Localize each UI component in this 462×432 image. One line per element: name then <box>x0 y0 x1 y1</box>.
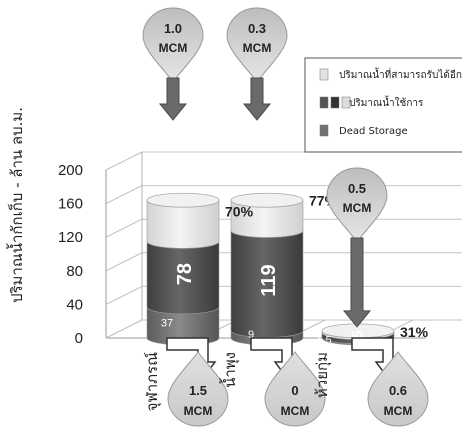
outflow-drop <box>367 351 429 427</box>
inflow-arrow <box>342 237 372 328</box>
y-tick-label: 120 <box>58 229 83 246</box>
x-axis: จุฬาภรณ์ น้ำพุง ห้วยกุ่ม <box>143 352 332 411</box>
legend: ปริมาณน้ำที่สามารถรับได้อีกปริมาณน้ำใช้ก… <box>304 57 462 153</box>
inflow-value: 0.5 <box>348 181 366 196</box>
bars <box>146 192 395 346</box>
depth-gridline <box>105 218 143 238</box>
usable-water-value: 5 <box>350 330 367 338</box>
inflow-arrow <box>242 77 272 121</box>
y-tick-label: 80 <box>66 263 83 280</box>
inflow-value: 1.0 <box>164 21 182 36</box>
bar-top-cap <box>230 192 304 208</box>
inflow-value: 0.3 <box>248 21 266 36</box>
y-tick-label: 160 <box>58 196 83 213</box>
legend-swatch <box>319 124 329 137</box>
depth-gridline <box>105 252 143 272</box>
outflow-unit: MCM <box>281 404 310 418</box>
inflow-unit: MCM <box>343 201 372 215</box>
outflow-value: 0.6 <box>389 383 407 398</box>
inflow-unit: MCM <box>243 41 272 55</box>
dead-storage-value: 37 <box>161 317 173 329</box>
legend-swatch <box>341 96 351 109</box>
inflow-unit: MCM <box>159 41 188 55</box>
depth-gridline <box>105 151 143 171</box>
inflow-drop <box>142 7 204 83</box>
inflow-drop <box>226 7 288 83</box>
floor-divider <box>105 319 143 339</box>
outflow-drop <box>167 351 229 427</box>
legend-swatch <box>330 96 340 109</box>
depth-gridline <box>105 285 143 305</box>
bar-top-cap <box>146 192 220 208</box>
x-category-label: ห้วยกุ่ม <box>313 352 332 398</box>
legend-swatch <box>319 96 329 109</box>
inflow-arrow <box>158 77 188 121</box>
outflow-unit: MCM <box>184 404 213 418</box>
outflow-value: 0 <box>291 383 298 398</box>
y-axis-label: ปริมาณน้ำกักเก็บ - ล้าน ลบ.ม. <box>6 107 26 303</box>
dead-storage-value: 9 <box>248 329 254 341</box>
outflow-unit: MCM <box>384 404 413 418</box>
usable-water-value: 119 <box>258 264 280 296</box>
y-axis: 0 40 80 120 160 200 <box>58 162 83 347</box>
legend-label: ปริมาณน้ำที่สามารถรับได้อีก <box>339 67 462 81</box>
y-tick-label: 0 <box>75 330 83 347</box>
inflow-drop <box>326 167 388 243</box>
legend-label: Dead Storage <box>339 126 408 137</box>
y-tick-label: 40 <box>66 296 83 313</box>
usable-water-value: 78 <box>174 263 196 285</box>
outflow-drop <box>264 351 326 427</box>
legend-label: ปริมาณน้ำใช้การ <box>349 95 424 109</box>
y-tick-label: 200 <box>58 162 83 179</box>
depth-gridline <box>105 185 143 205</box>
x-category-label: น้ำพุง <box>219 352 240 388</box>
outflow-value: 1.5 <box>189 383 207 398</box>
percent-label: 70% <box>225 203 254 219</box>
dead-storage-value: 1.5 <box>316 334 331 346</box>
percent-label: 31% <box>400 324 429 340</box>
legend-swatch <box>319 68 329 81</box>
x-category-label: จุฬาภรณ์ <box>143 352 162 411</box>
